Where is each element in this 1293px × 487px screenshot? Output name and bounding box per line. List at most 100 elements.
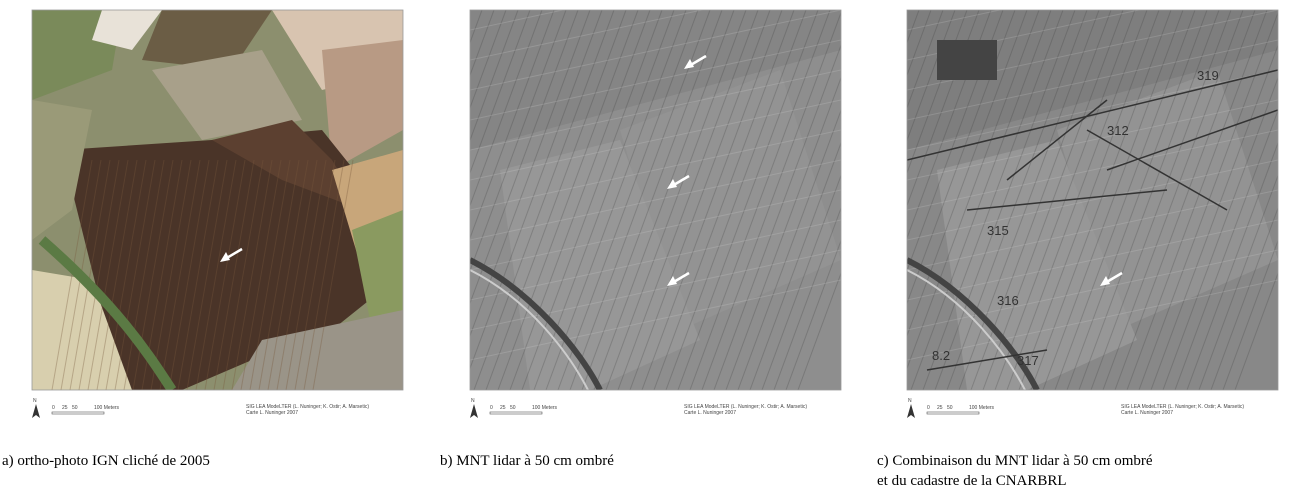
arrow-head bbox=[1100, 276, 1110, 286]
texture bbox=[470, 159, 841, 241]
furrow bbox=[294, 159, 336, 390]
scale-label: 25 bbox=[937, 405, 943, 411]
caption: a) ortho-photo IGN cliché de 2005 bbox=[2, 453, 210, 469]
texture bbox=[725, 76, 841, 390]
texture bbox=[1054, 10, 1196, 390]
texture bbox=[1114, 10, 1256, 390]
arrow-head bbox=[684, 59, 694, 69]
scale-bar bbox=[926, 411, 980, 415]
furrow bbox=[132, 159, 174, 390]
texture bbox=[1078, 10, 1220, 390]
furrow bbox=[51, 159, 93, 390]
texture bbox=[509, 10, 651, 390]
furrow bbox=[312, 159, 354, 390]
frame bbox=[469, 9, 842, 391]
texture bbox=[907, 10, 944, 110]
furrow bbox=[105, 159, 147, 390]
furrow bbox=[159, 159, 201, 390]
canal bbox=[907, 257, 1040, 390]
texture bbox=[1234, 271, 1278, 390]
field bbox=[232, 310, 403, 390]
texture bbox=[470, 10, 591, 338]
texture bbox=[470, 99, 841, 181]
field bbox=[907, 10, 1278, 150]
texture bbox=[665, 10, 807, 390]
texture bbox=[521, 10, 663, 390]
texture bbox=[749, 141, 841, 390]
scale-label: 50 bbox=[947, 405, 953, 411]
texture bbox=[907, 10, 1040, 370]
texture bbox=[922, 10, 1064, 390]
texture bbox=[907, 10, 956, 142]
north-label: N bbox=[908, 398, 912, 404]
north-arrow bbox=[32, 404, 40, 418]
arrow-head bbox=[667, 276, 677, 286]
texture bbox=[907, 219, 1278, 301]
texture bbox=[545, 10, 687, 390]
texture bbox=[653, 10, 795, 390]
field bbox=[32, 270, 132, 390]
texture bbox=[557, 10, 699, 390]
cadastre-line bbox=[1086, 129, 1228, 211]
texture bbox=[470, 10, 555, 240]
texture bbox=[1198, 174, 1278, 390]
frame bbox=[31, 9, 404, 391]
texture bbox=[1186, 141, 1278, 390]
texture bbox=[593, 10, 735, 390]
furrow bbox=[204, 159, 246, 390]
north-label: N bbox=[471, 398, 475, 404]
texture bbox=[1102, 10, 1244, 390]
furrow bbox=[222, 159, 264, 390]
scale-label: 25 bbox=[62, 405, 68, 411]
north-arrow bbox=[470, 404, 478, 418]
texture bbox=[470, 10, 603, 370]
texture bbox=[581, 10, 723, 390]
caption: b) MNT lidar à 50 cm ombré bbox=[440, 453, 614, 469]
cadastre-label: 317 bbox=[1017, 353, 1039, 368]
texture bbox=[907, 10, 932, 77]
texture bbox=[1030, 10, 1172, 390]
texture bbox=[713, 43, 841, 390]
furrow bbox=[285, 159, 327, 390]
texture bbox=[1066, 10, 1208, 390]
furrow bbox=[240, 159, 282, 390]
field bbox=[352, 210, 403, 330]
cadastre-label: 312 bbox=[1107, 123, 1129, 138]
field bbox=[1057, 70, 1278, 330]
cadastre-line bbox=[907, 69, 1278, 161]
furrow bbox=[186, 159, 228, 390]
texture bbox=[641, 10, 783, 390]
texture bbox=[470, 219, 841, 301]
texture bbox=[470, 10, 579, 305]
map-panel: 319 312 315 316 317 8.2 N 0 25 50 100 Meters SIG LE… bbox=[877, 9, 1279, 487]
map-panel: N 0 25 50 100 Meters SIG LEA ModeLTER (L. Nun… bbox=[440, 9, 842, 469]
texture bbox=[1126, 10, 1268, 390]
furrow bbox=[114, 159, 156, 390]
field bbox=[937, 140, 1137, 390]
furrow bbox=[96, 159, 138, 390]
texture bbox=[907, 249, 1278, 331]
texture bbox=[946, 10, 1088, 390]
road bbox=[38, 236, 177, 390]
cadastre-label: 8.2 bbox=[932, 348, 950, 363]
scale-bar bbox=[489, 411, 543, 415]
texture bbox=[470, 69, 841, 151]
texture bbox=[470, 10, 566, 31]
texture bbox=[470, 10, 543, 207]
scale-label: 50 bbox=[510, 405, 516, 411]
texture bbox=[1222, 239, 1278, 390]
credit: Carte L. Nuninger 2007 bbox=[1121, 410, 1173, 416]
scale-label: 25 bbox=[500, 405, 506, 411]
furrow bbox=[78, 159, 120, 390]
cadastre-line bbox=[926, 349, 1048, 371]
texture bbox=[910, 10, 1052, 390]
texture bbox=[1006, 10, 1148, 390]
texture bbox=[689, 10, 831, 390]
texture bbox=[470, 39, 841, 121]
texture bbox=[470, 129, 841, 211]
field bbox=[32, 100, 92, 240]
texture bbox=[473, 10, 615, 390]
cadastre-line bbox=[1006, 99, 1108, 181]
texture bbox=[934, 10, 1076, 390]
texture bbox=[701, 11, 841, 390]
